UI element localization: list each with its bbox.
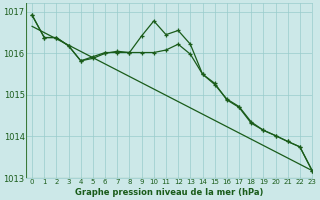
X-axis label: Graphe pression niveau de la mer (hPa): Graphe pression niveau de la mer (hPa) (75, 188, 263, 197)
